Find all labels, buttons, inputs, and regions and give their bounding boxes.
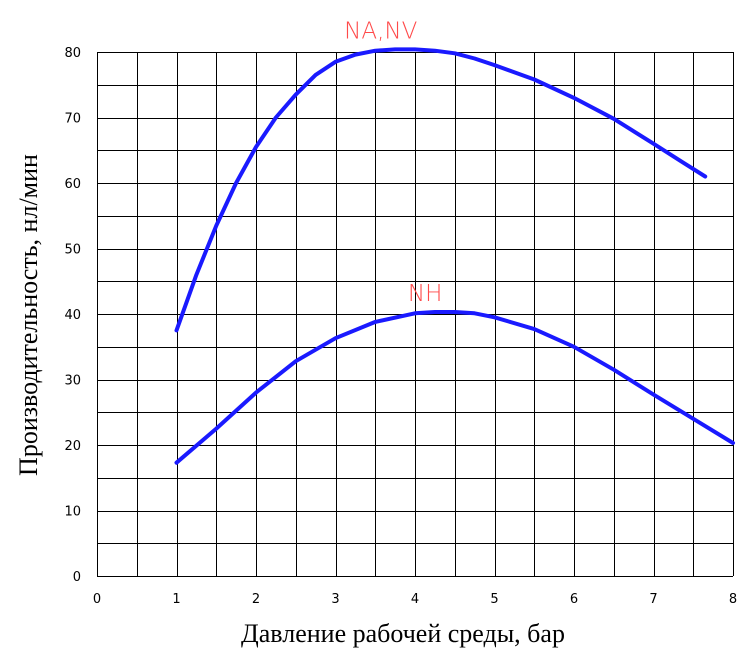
x-tick-label: 5: [490, 592, 498, 607]
x-tick-label: 1: [172, 592, 180, 607]
series-lines: [174, 47, 735, 465]
y-tick-label: 50: [64, 243, 81, 258]
series-labels: NA,NV NH: [344, 18, 442, 307]
x-tick-label: 0: [93, 592, 101, 607]
series-line-nh: [174, 310, 735, 465]
x-tick-label: 4: [411, 592, 419, 607]
y-tick-label: 40: [64, 308, 81, 323]
y-tick-label: 70: [64, 112, 81, 127]
y-tick-label: 0: [73, 570, 81, 585]
x-tick-label: 3: [331, 592, 339, 607]
y-tick-label: 10: [64, 505, 81, 520]
series-label-nh: NH: [408, 281, 443, 307]
x-tick-label: 2: [252, 592, 260, 607]
y-tick-label: 20: [64, 439, 81, 454]
series-line-na-nv: [174, 47, 708, 333]
x-tick-label: 8: [729, 592, 737, 607]
x-tick-labels: 0 1 2 3 4 5 6 7 8: [93, 592, 737, 607]
y-tick-label: 30: [64, 374, 81, 389]
y-axis-title: Производительность, нл/мин: [14, 154, 43, 476]
series-label-na-nv: NA,NV: [344, 18, 417, 44]
y-tick-label: 60: [64, 177, 81, 192]
x-axis-title: Давление рабочей среды, бар: [241, 619, 565, 648]
y-tick-label: 80: [64, 46, 81, 61]
x-tick-label: 6: [570, 592, 578, 607]
grid: [97, 52, 734, 577]
x-tick-label: 7: [649, 592, 657, 607]
y-tick-labels: 0 10 20 30 40 50 60 70 80: [64, 46, 81, 585]
